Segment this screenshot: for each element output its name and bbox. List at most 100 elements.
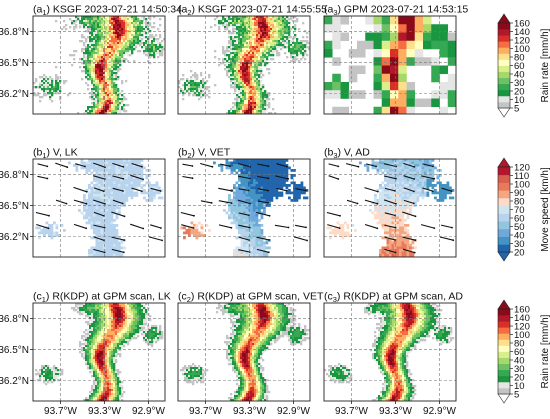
rain-cell — [230, 68, 233, 71]
rain-cell — [423, 98, 432, 108]
rain-cell — [280, 32, 283, 35]
rain-cell — [348, 90, 358, 99]
speed-cell — [238, 179, 241, 182]
rain-cell — [99, 98, 102, 101]
speed-cell — [198, 234, 201, 237]
speed-cell — [250, 186, 254, 190]
speed-cell — [416, 189, 420, 192]
speed-cell — [406, 159, 410, 162]
rain-cell — [381, 90, 391, 99]
rain-cell — [99, 34, 102, 37]
rain-cell — [238, 38, 241, 41]
rain-cell — [254, 16, 257, 19]
panel-content — [324, 16, 456, 114]
rain-cell — [91, 44, 94, 47]
speed-cell — [421, 169, 425, 172]
rain-cell — [83, 20, 86, 23]
rain-cell — [266, 98, 269, 101]
speed-cell — [250, 191, 254, 195]
rain-cell — [406, 49, 416, 58]
rain-cell — [254, 106, 257, 109]
speed-cell — [411, 164, 415, 167]
motion-vector — [238, 249, 250, 253]
speed-cell — [399, 194, 402, 197]
speed-cell — [133, 161, 136, 165]
rain-cell — [238, 22, 241, 25]
rain-cell — [149, 36, 152, 39]
rain-cell — [91, 46, 94, 49]
speed-cell — [98, 166, 101, 170]
rain-cell — [123, 98, 126, 101]
rain-cell — [180, 88, 183, 91]
rain-cell — [258, 38, 261, 41]
speed-cell — [275, 171, 279, 175]
rain-cell — [252, 26, 255, 29]
speed-cell — [238, 186, 241, 190]
rain-cell — [95, 28, 98, 31]
rain-cell — [431, 73, 440, 83]
speed-cell — [336, 231, 340, 235]
rain-cell — [93, 104, 96, 107]
rain-cell — [222, 48, 225, 51]
rain-cell — [242, 40, 245, 43]
rain-cell — [248, 64, 251, 67]
rain-cell — [151, 50, 154, 53]
rain-cell — [246, 84, 249, 87]
rain-cell — [105, 94, 108, 97]
speed-cell — [379, 184, 382, 187]
rain-cell — [324, 90, 333, 99]
rain-cell — [117, 104, 120, 107]
rain-cell — [97, 52, 100, 55]
rain-cell — [131, 48, 134, 51]
speed-cell — [404, 189, 407, 192]
rain-cell — [373, 32, 383, 42]
rain-cell — [103, 90, 106, 93]
rain-cell — [95, 90, 98, 93]
rain-cell — [87, 68, 90, 71]
rain-cell — [109, 44, 112, 47]
speed-cell — [45, 231, 49, 235]
speed-cell — [446, 181, 450, 185]
speed-cell — [255, 219, 259, 222]
speed-cell — [288, 166, 291, 170]
speed-cell — [245, 219, 249, 222]
rain-cell — [262, 20, 265, 23]
rain-cell — [423, 16, 432, 25]
rain-cell — [250, 52, 253, 55]
speed-cell — [108, 206, 111, 210]
speed-cell — [148, 196, 151, 200]
speed-cell — [253, 209, 256, 212]
rain-cell — [232, 20, 235, 23]
rain-cell — [127, 26, 130, 29]
speed-cell — [90, 206, 94, 210]
rain-cell — [266, 16, 269, 19]
rain-cell — [117, 52, 120, 55]
speed-cell — [138, 171, 141, 175]
rain-cell — [99, 62, 102, 65]
speed-cell — [120, 251, 124, 255]
speed-cell — [115, 196, 119, 200]
rain-cell — [198, 88, 201, 91]
rain-cell — [93, 94, 96, 97]
speed-cell — [145, 176, 149, 180]
rain-cell — [270, 16, 273, 19]
rain-cell — [111, 16, 114, 19]
rain-cell — [254, 58, 257, 61]
rain-cell — [298, 50, 301, 53]
speed-cell — [238, 254, 241, 257]
rain-cell — [113, 84, 116, 87]
speed-cell — [118, 206, 121, 210]
motion-vector — [237, 199, 251, 205]
speed-cell — [263, 241, 266, 245]
rain-cell — [105, 100, 108, 103]
rain-cell — [258, 110, 261, 113]
rain-cell — [232, 110, 235, 113]
rain-cell — [266, 54, 269, 57]
rain-cell — [234, 80, 237, 83]
rain-cell — [103, 36, 106, 39]
rain-cell — [332, 106, 341, 114]
speed-cell — [110, 231, 114, 235]
rain-cell — [232, 54, 235, 57]
rain-cell — [200, 82, 203, 85]
motion-vector — [220, 163, 231, 167]
